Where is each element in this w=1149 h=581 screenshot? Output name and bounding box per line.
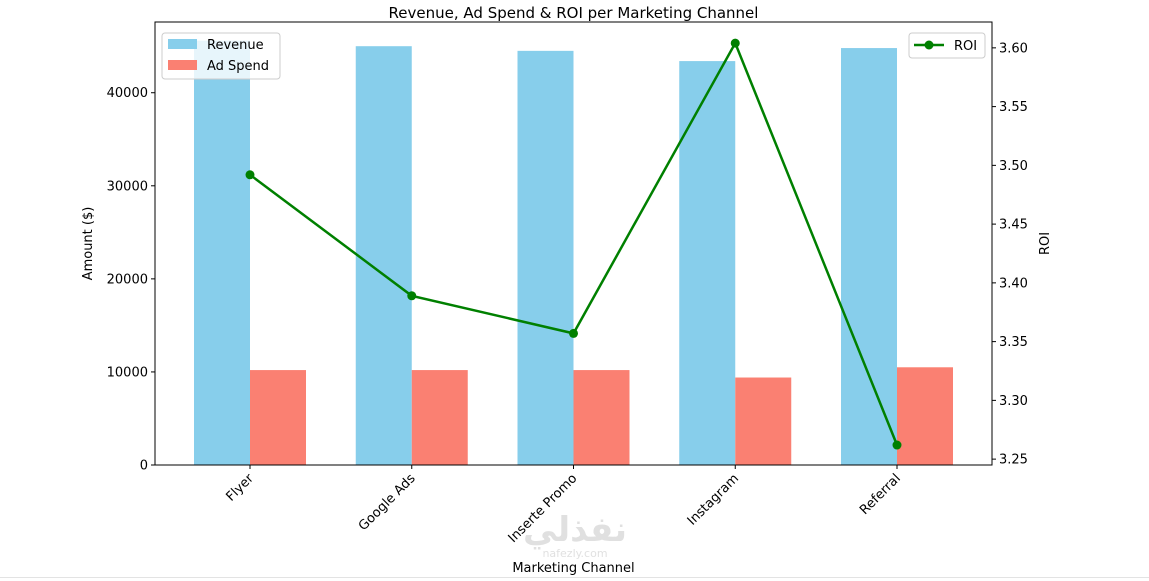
legend-marker <box>924 40 934 50</box>
ad-spend-bar-inserte-promo <box>573 370 630 465</box>
roi-point-google-ads <box>407 291 417 301</box>
y-right-tick-label: 3.50 <box>999 159 1028 174</box>
y-right-tick-label: 3.25 <box>999 453 1028 468</box>
bars-layer <box>194 40 953 466</box>
ad-spend-bar-google-ads <box>411 370 468 465</box>
x-tick-label: Referral <box>857 471 904 518</box>
y-left-tick-label: 40000 <box>107 86 148 101</box>
legend-swatch <box>168 39 197 49</box>
legend-bars: Revenue Ad Spend <box>161 32 281 80</box>
roi-point-flyer <box>245 170 255 180</box>
x-tick-label: Flyer <box>223 471 257 505</box>
legend-label: ROI <box>954 39 977 54</box>
y-right-tick-label: 3.60 <box>999 41 1028 56</box>
revenue-bar-inserte-promo <box>517 50 574 466</box>
x-axis-label: Marketing Channel <box>512 561 634 576</box>
y-axis-right-ticks: 3.25 3.30 3.35 3.40 3.45 3.50 3.55 3.60 <box>992 41 1028 468</box>
chart-title: Revenue, Ad Spend & ROI per Marketing Ch… <box>389 4 759 22</box>
x-tick-label: Inserte Promo <box>506 471 581 546</box>
y-axis-right-label: ROI <box>1038 232 1053 255</box>
roi-point-referral <box>892 440 902 450</box>
y-left-tick-label: 20000 <box>107 272 148 287</box>
legend-label: Ad Spend <box>207 59 269 74</box>
legend-swatch <box>168 60 197 70</box>
revenue-bar-instagram <box>679 61 736 466</box>
roi-point-instagram <box>730 38 740 48</box>
y-right-tick-label: 3.45 <box>999 218 1028 233</box>
legend-roi: ROI <box>908 32 986 59</box>
revenue-bar-flyer <box>194 40 250 466</box>
x-tick-label: Instagram <box>685 471 742 528</box>
roi-point-inserte-promo <box>569 328 578 338</box>
y-left-tick-label: 30000 <box>107 179 148 194</box>
x-tick-label: Google Ads <box>356 471 419 534</box>
revenue-bar-google-ads <box>355 46 412 465</box>
bottom-rule <box>0 577 1149 578</box>
x-axis-ticks: Flyer Google Ads Inserte Promo Instagram Ref… <box>223 465 904 546</box>
y-right-tick-label: 3.35 <box>999 335 1028 350</box>
y-axis-left-ticks: 0 10000 20000 30000 40000 <box>107 86 155 474</box>
ad-spend-bar-instagram <box>735 377 792 465</box>
y-left-tick-label: 10000 <box>107 365 148 380</box>
legend-label: Revenue <box>207 38 264 53</box>
y-right-tick-label: 3.30 <box>999 394 1028 409</box>
y-right-tick-label: 3.40 <box>999 276 1028 291</box>
y-left-tick-label: 0 <box>140 459 148 474</box>
y-axis-left-label: Amount ($) <box>81 207 96 281</box>
roi-line-layer <box>245 38 902 450</box>
y-right-tick-label: 3.55 <box>999 100 1028 115</box>
ad-spend-bar-flyer <box>250 370 306 465</box>
legend-box <box>908 32 986 59</box>
revenue-bar-referral <box>841 48 897 465</box>
ad-spend-bar-referral <box>897 367 953 465</box>
